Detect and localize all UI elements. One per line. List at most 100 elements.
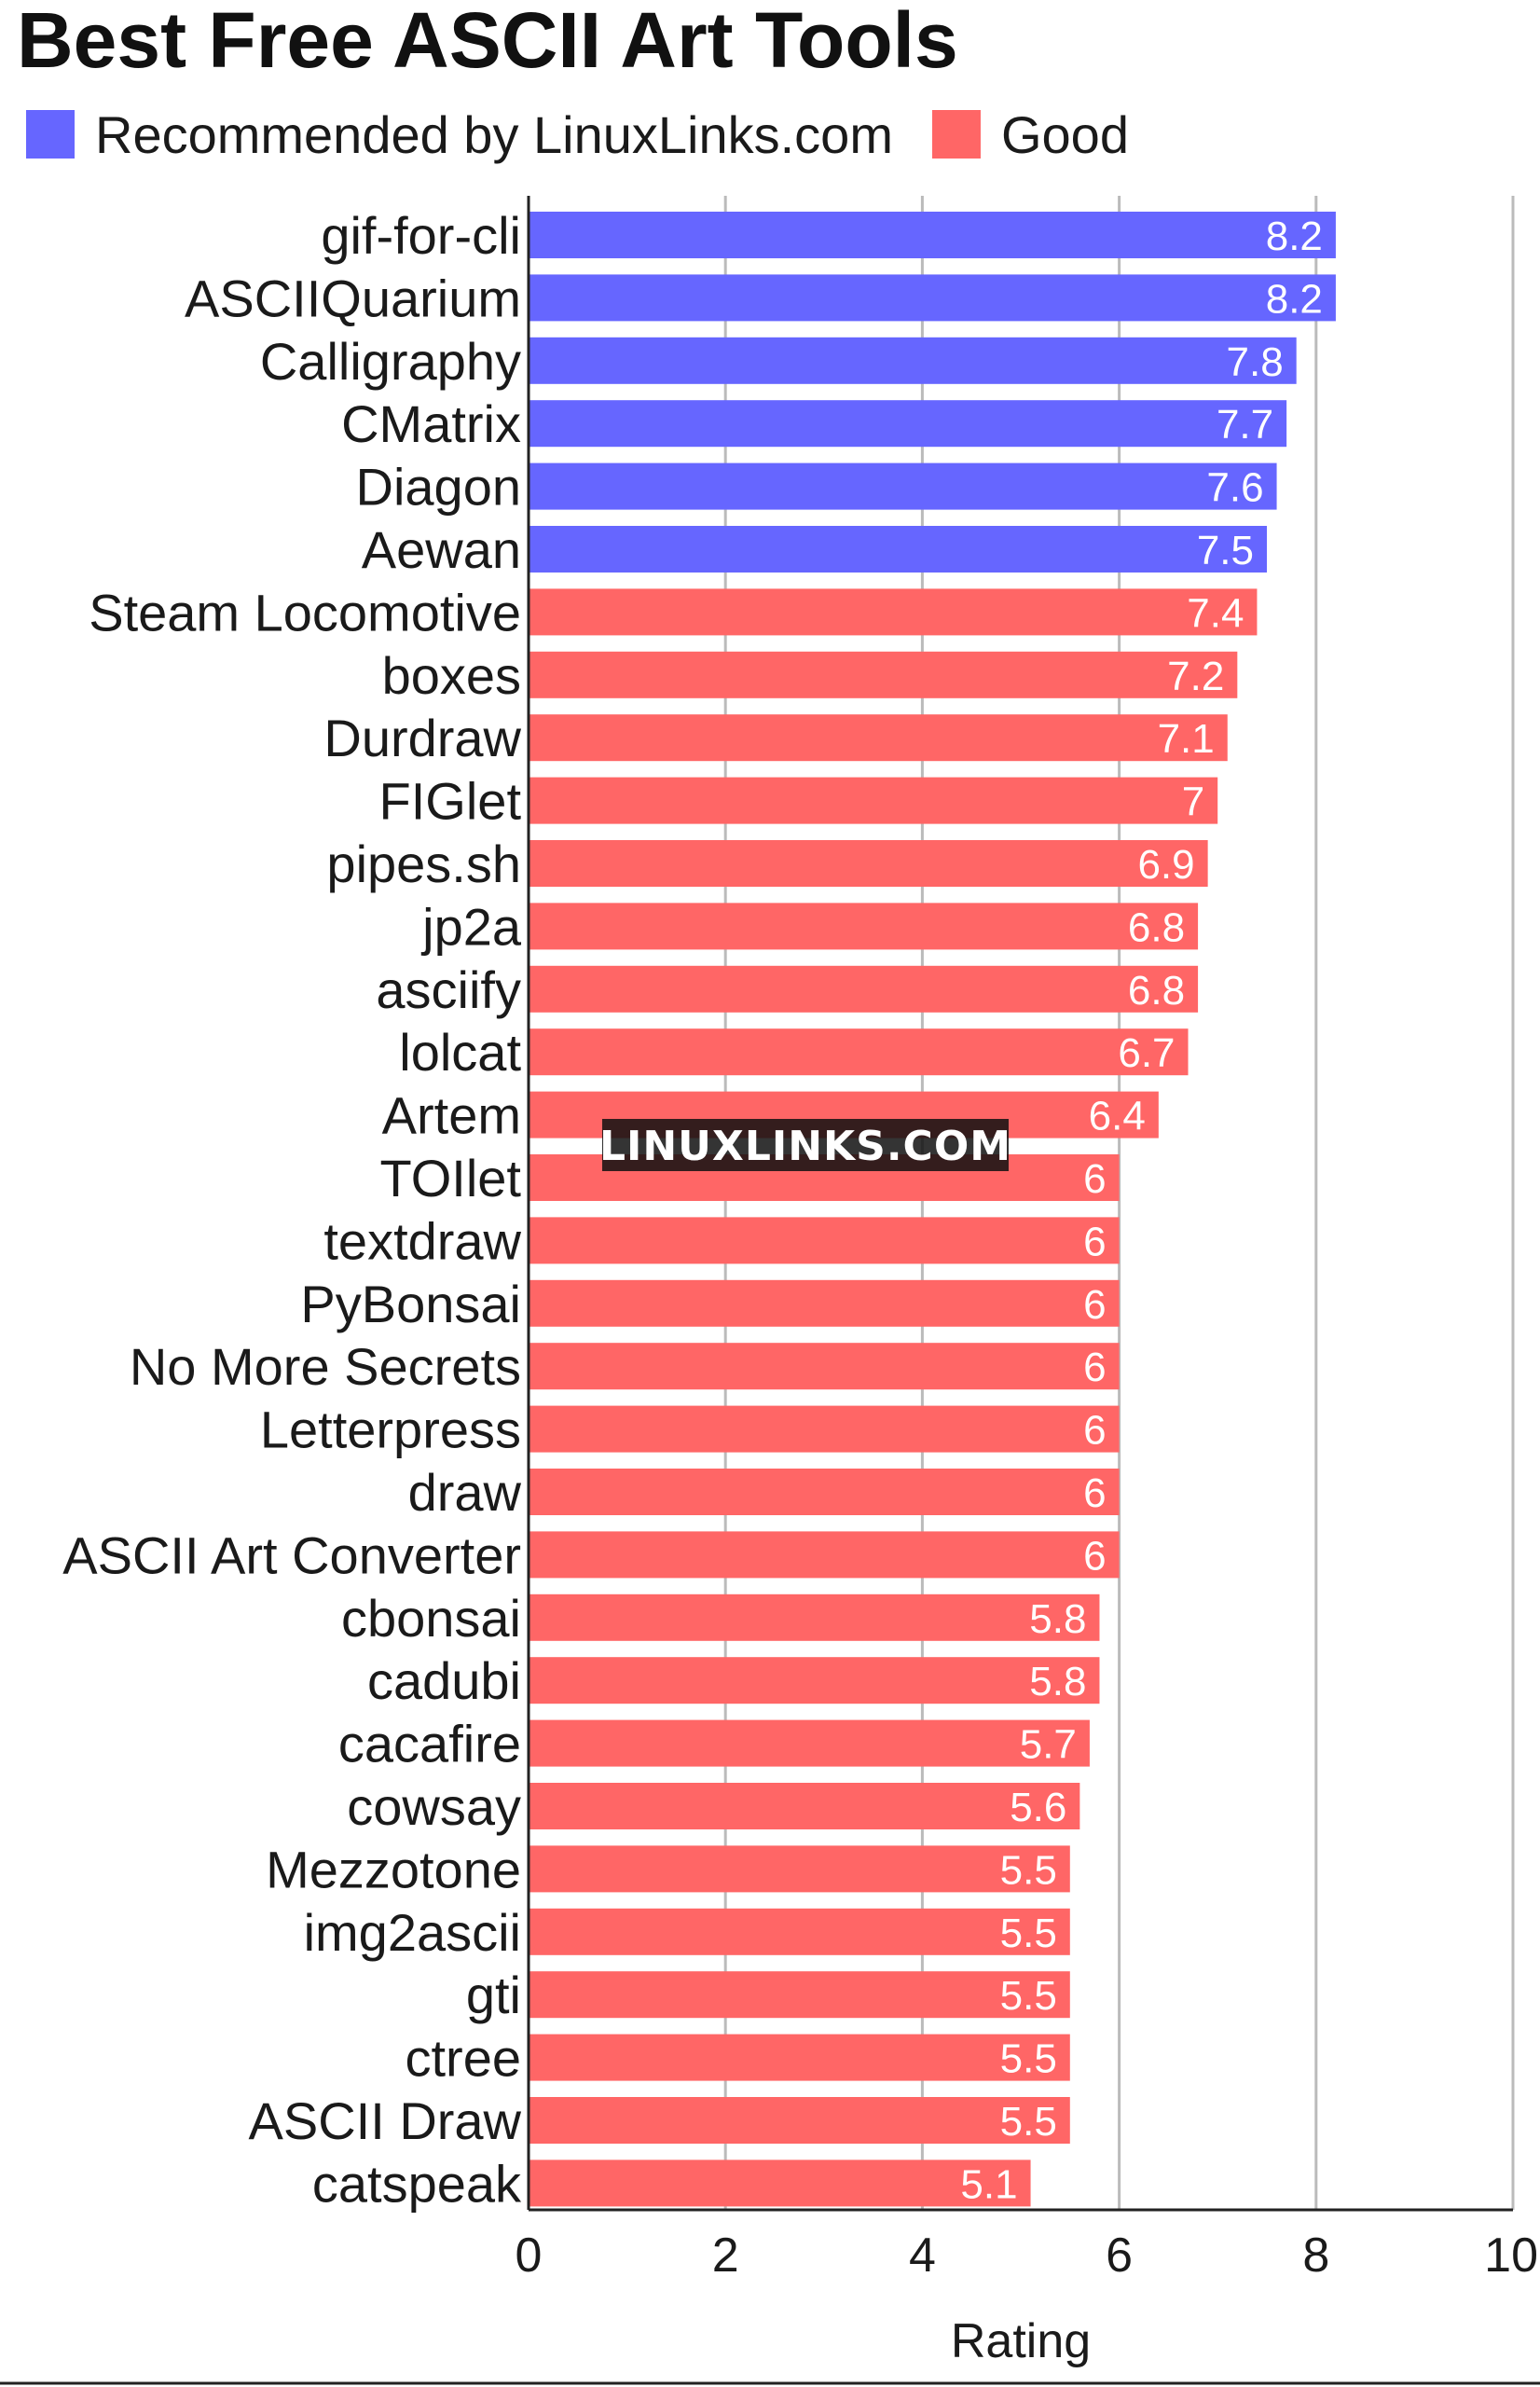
category-label-19: Letterpress: [260, 1400, 521, 1459]
bar-13: [529, 1028, 1189, 1076]
bar-30: [529, 2097, 1070, 2144]
x-tick-label-5: 10: [1484, 2228, 1538, 2283]
bar-10: [529, 840, 1208, 887]
x-tick-label-1: 2: [712, 2228, 739, 2283]
bar-31: [529, 2159, 1031, 2207]
bar-8: [529, 714, 1228, 762]
bar-20: [529, 1469, 1120, 1515]
bar-value-label-17: 6: [1083, 1282, 1106, 1328]
category-label-5: Aewan: [362, 520, 521, 579]
bar-value-label-29: 5.5: [1000, 2036, 1057, 2082]
bar-value-label-20: 6: [1083, 1470, 1106, 1516]
chart-title: Best Free ASCII Art Tools: [17, 0, 958, 84]
bar-9: [529, 777, 1218, 824]
category-label-0: gif-for-cli: [321, 206, 521, 265]
bar-value-label-25: 5.6: [1010, 1785, 1066, 1830]
bar-value-label-28: 5.5: [1000, 1973, 1057, 2019]
bar-value-label-19: 6: [1083, 1408, 1106, 1454]
bar-5: [529, 526, 1267, 573]
bar-value-label-5: 7.5: [1197, 528, 1254, 573]
bar-23: [529, 1657, 1100, 1704]
bar-17: [529, 1279, 1120, 1327]
category-label-13: lolcat: [399, 1023, 521, 1082]
bar-6: [529, 588, 1258, 636]
bar-value-label-30: 5.5: [1000, 2099, 1057, 2145]
category-label-28: gti: [466, 1966, 521, 2024]
category-label-17: PyBonsai: [300, 1275, 521, 1333]
category-label-6: Steam Locomotive: [89, 583, 521, 642]
bar-value-label-6: 7.4: [1187, 590, 1244, 636]
category-label-26: Mezzotone: [266, 1840, 521, 1898]
category-label-24: cacafire: [338, 1715, 521, 1773]
bar-24: [529, 1719, 1090, 1767]
bar-value-label-27: 5.5: [1000, 1911, 1057, 1956]
category-label-29: ctree: [406, 2029, 522, 2088]
bar-value-label-4: 7.6: [1206, 465, 1263, 511]
bar-value-label-16: 6: [1083, 1219, 1106, 1264]
bar-21: [529, 1531, 1120, 1579]
bar-value-label-8: 7.1: [1158, 716, 1215, 762]
bar-1: [529, 274, 1336, 322]
category-label-2: Calligraphy: [260, 332, 521, 391]
category-label-18: No More Secrets: [130, 1337, 521, 1396]
category-label-11: jp2a: [420, 897, 522, 956]
x-tick-label-3: 6: [1106, 2228, 1133, 2283]
category-label-15: TOIlet: [380, 1149, 522, 1207]
bar-12: [529, 965, 1199, 1013]
x-tick-label-0: 0: [516, 2228, 543, 2283]
category-label-23: cadubi: [367, 1651, 521, 1710]
bar-3: [529, 400, 1287, 448]
category-label-4: Diagon: [356, 458, 521, 517]
bar-value-label-12: 6.8: [1128, 968, 1185, 1014]
bar-value-label-23: 5.8: [1029, 1659, 1086, 1704]
bar-value-label-0: 8.2: [1266, 214, 1323, 259]
x-axis-label: Rating: [951, 2314, 1091, 2368]
category-label-8: Durdraw: [323, 709, 521, 767]
bar-0: [529, 212, 1336, 258]
bar-value-label-11: 6.8: [1128, 904, 1185, 950]
bar-2: [529, 337, 1297, 384]
bar-4: [529, 462, 1277, 510]
category-label-16: textdraw: [323, 1211, 521, 1270]
category-label-1: ASCIIQuarium: [185, 269, 521, 327]
category-label-10: pipes.sh: [326, 835, 521, 893]
bar-29: [529, 2034, 1070, 2081]
bar-value-label-15: 6: [1083, 1156, 1106, 1202]
category-label-25: cowsay: [347, 1777, 521, 1836]
legend-label-0: Recommended by LinuxLinks.com: [95, 105, 893, 164]
bar-value-label-21: 6: [1083, 1533, 1106, 1579]
bar-19: [529, 1405, 1120, 1453]
legend-label-1: Good: [1001, 105, 1129, 164]
watermark-box: [602, 1119, 1009, 1171]
bar-value-label-22: 5.8: [1029, 1596, 1086, 1642]
bar-value-label-14: 6.4: [1089, 1094, 1146, 1139]
x-tick-label-2: 4: [909, 2228, 936, 2283]
bar-18: [529, 1343, 1120, 1390]
bar-28: [529, 1971, 1070, 2019]
category-label-3: CMatrix: [341, 394, 521, 453]
bar-7: [529, 651, 1238, 698]
bar-value-label-31: 5.1: [960, 2161, 1017, 2207]
legend-swatch-1: [931, 110, 981, 159]
bar-27: [529, 1908, 1070, 1955]
bar-value-label-13: 6.7: [1118, 1030, 1175, 1076]
category-label-21: ASCII Art Converter: [62, 1525, 521, 1584]
legend-swatch-0: [26, 110, 75, 159]
bar-26: [529, 1845, 1070, 1893]
watermark-text: LINUXLINKS.COM: [599, 1123, 1011, 1170]
bar-value-label-3: 7.7: [1217, 402, 1273, 448]
x-tick-label-4: 8: [1302, 2228, 1329, 2283]
bar-value-label-10: 6.9: [1137, 842, 1194, 888]
bar-value-label-26: 5.5: [1000, 1847, 1057, 1893]
bar-value-label-24: 5.7: [1020, 1722, 1077, 1768]
category-label-27: img2ascii: [304, 1903, 521, 1962]
category-label-9: FIGlet: [379, 772, 522, 831]
bar-22: [529, 1594, 1100, 1641]
bar-value-label-1: 8.2: [1266, 276, 1323, 322]
category-label-20: draw: [408, 1463, 522, 1522]
category-label-14: Artem: [382, 1086, 521, 1145]
bar-value-label-18: 6: [1083, 1345, 1106, 1390]
bar-25: [529, 1783, 1080, 1829]
bar-16: [529, 1217, 1120, 1264]
